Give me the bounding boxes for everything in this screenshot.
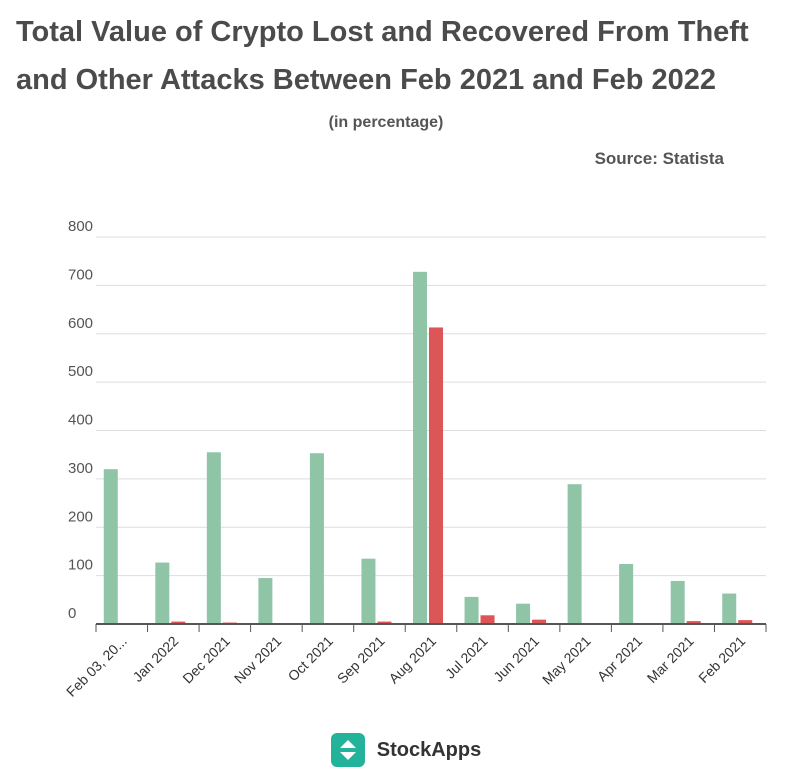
x-tick-label: May 2021 (539, 633, 594, 688)
y-tick-label: 700 (68, 266, 93, 283)
x-tick-label: Mar 2021 (644, 633, 697, 686)
y-tick-label: 400 (68, 412, 93, 429)
bar-series-1 (516, 603, 531, 624)
stockapps-logo-icon (330, 733, 365, 767)
bar-series-1 (103, 469, 118, 624)
subtitle-text: (in percentage) (328, 114, 444, 131)
x-tick-label: Apr 2021 (594, 633, 646, 685)
bar-series-1 (670, 580, 685, 624)
bar-series-1 (155, 562, 170, 624)
bar-series-1 (722, 593, 737, 624)
y-tick-label: 800 (68, 218, 93, 235)
brand-lockup[interactable]: StockApps (330, 733, 482, 767)
bar-series-1 (309, 453, 324, 624)
chart-title: Total Value of Crypto Lost and Recovered… (16, 16, 749, 96)
x-tick-label: Aug 2021 (385, 633, 439, 687)
chart-subtitle: (in percentage) (0, 114, 812, 132)
bar-series-1 (206, 452, 221, 624)
bar-series-1 (619, 564, 634, 624)
bar-series-2 (377, 621, 392, 624)
x-tick-label: Jan 2022 (129, 633, 181, 685)
bar-series-2 (532, 619, 547, 624)
bar-series-2 (171, 621, 186, 624)
bar-series-1 (361, 558, 376, 624)
x-tick-label: Feb 2021 (695, 633, 748, 686)
x-tick-label: Jul 2021 (442, 633, 491, 682)
bar-series-1 (258, 578, 273, 624)
x-tick-label: Feb 03, 20... (63, 633, 130, 700)
bar-series-2 (480, 615, 495, 624)
bar-series-1 (413, 271, 427, 624)
bar-series-2 (686, 621, 701, 624)
brand-name: StockApps (376, 738, 482, 761)
y-tick-label: 300 (68, 460, 93, 477)
footer: StockApps (0, 733, 812, 767)
bar-series-2 (429, 327, 443, 624)
x-tick-label: Jun 2021 (490, 633, 542, 685)
y-tick-label: 200 (68, 508, 93, 525)
y-axis-tick-labels: 0 100 200 300 400 500 600 700 800 (68, 218, 93, 622)
y-tick-label: 500 (68, 363, 93, 380)
x-tick-label: Nov 2021 (231, 633, 285, 687)
y-tick-label: 100 (68, 557, 93, 574)
x-tick-label: Oct 2021 (285, 633, 337, 685)
y-tick-label: 600 (68, 315, 93, 332)
x-axis (95, 623, 767, 632)
x-tick-label: Dec 2021 (179, 633, 233, 687)
bar-series-2 (738, 620, 753, 624)
bar-series-1 (567, 484, 582, 624)
y-tick-label: 0 (68, 605, 76, 622)
bar-series-1 (464, 596, 479, 624)
x-tick-label: Sep 2021 (334, 633, 388, 687)
bars (103, 271, 753, 624)
source-label: Source: Statista (594, 149, 724, 168)
